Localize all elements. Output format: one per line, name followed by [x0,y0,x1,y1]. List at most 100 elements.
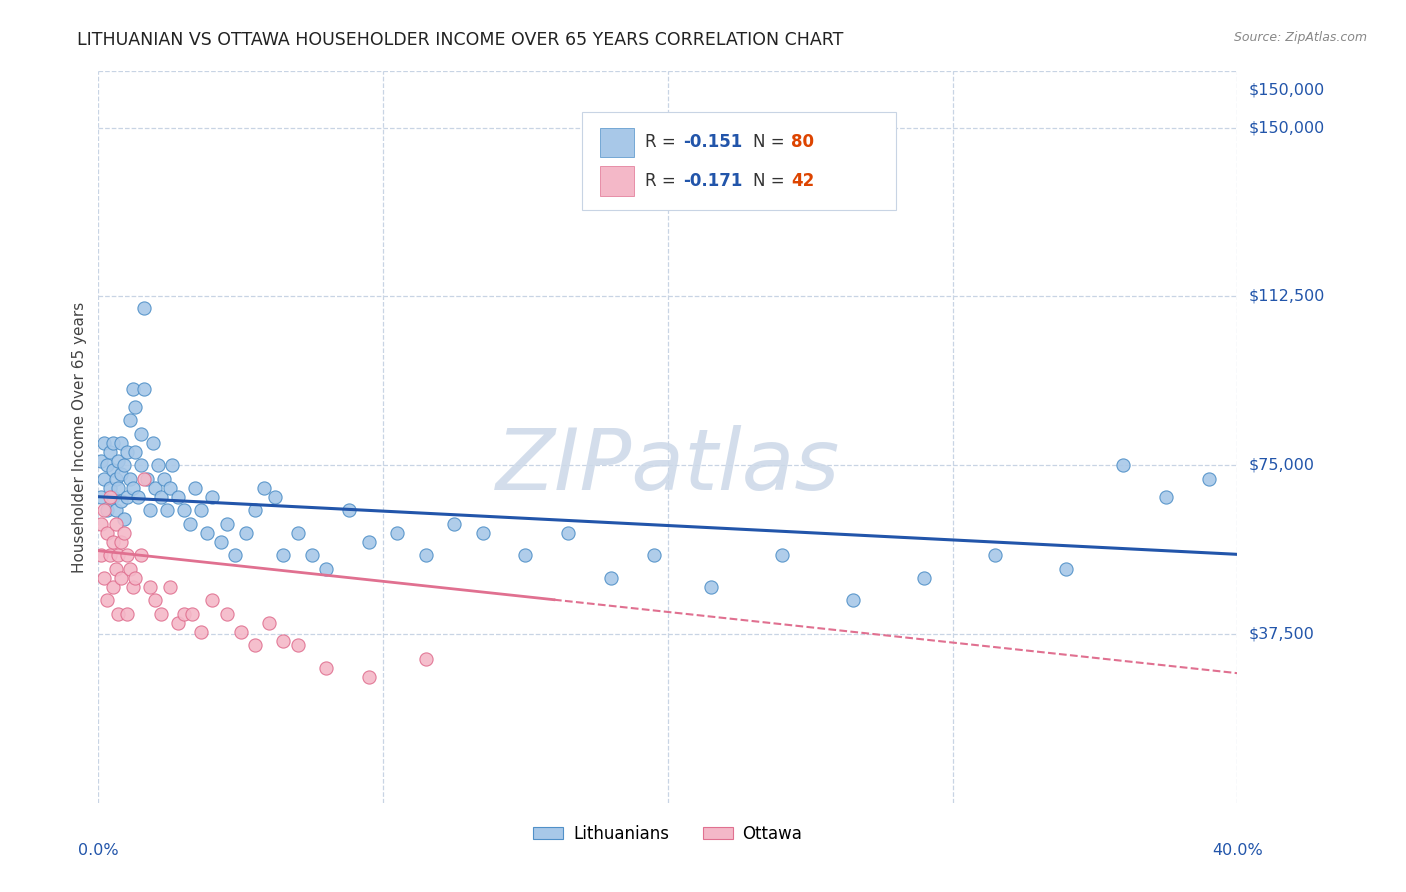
Text: 0.0%: 0.0% [79,843,118,858]
Point [107,453,129,467]
Text: -0.151: -0.151 [683,133,742,152]
FancyBboxPatch shape [599,128,634,157]
Point [699,580,721,594]
Point [101,463,124,477]
Point [90,516,112,531]
Point [115,548,138,562]
Point [98,490,121,504]
Point [770,548,793,562]
Point [243,638,266,652]
Point [443,516,465,531]
Point [96,525,118,540]
Point [104,562,127,576]
Legend: Lithuanians, Ottawa: Lithuanians, Ottawa [527,818,808,849]
Point [159,481,181,495]
Point [179,516,201,531]
Point [107,481,129,495]
Point [121,580,143,594]
Point [173,503,195,517]
Point [104,472,127,486]
Point [153,472,176,486]
FancyBboxPatch shape [582,112,896,211]
Point [912,571,935,585]
Point [287,638,309,652]
Point [643,548,665,562]
Point [104,516,127,531]
Point [387,525,409,540]
Point [112,458,135,473]
Point [110,467,132,482]
Text: $150,000: $150,000 [1249,120,1324,135]
Point [315,661,337,675]
Point [96,458,118,473]
Point [132,382,155,396]
Point [195,525,218,540]
Point [600,571,623,585]
Point [150,490,173,504]
Point [121,481,143,495]
Point [235,525,257,540]
Point [112,525,135,540]
Text: N =: N = [754,133,790,152]
Point [93,435,115,450]
Point [93,472,115,486]
Y-axis label: Householder Income Over 65 years: Householder Income Over 65 years [72,301,87,573]
Point [190,503,212,517]
Point [252,481,274,495]
Point [273,548,295,562]
Point [243,503,266,517]
Point [98,444,121,458]
Text: $150,000: $150,000 [1249,82,1324,97]
Point [145,481,167,495]
Point [98,481,121,495]
Text: 42: 42 [790,172,814,190]
Point [129,426,152,441]
Point [357,670,380,684]
Point [190,624,212,639]
Point [287,525,309,540]
Point [209,534,232,549]
Point [224,548,246,562]
Point [1154,490,1177,504]
Point [101,534,124,549]
Point [98,548,121,562]
Point [107,607,129,621]
Point [104,503,127,517]
Point [215,516,238,531]
Text: $112,500: $112,500 [1249,289,1324,304]
Point [107,548,129,562]
Text: R =: R = [645,172,681,190]
Point [842,593,865,607]
Point [124,400,146,414]
Point [90,453,112,467]
Point [110,571,132,585]
Point [96,593,118,607]
Text: R =: R = [645,133,681,152]
Point [167,490,190,504]
Point [110,435,132,450]
Point [357,534,380,549]
Point [118,562,141,576]
Point [201,490,224,504]
Point [264,490,287,504]
Point [301,548,323,562]
Point [90,548,112,562]
Point [132,472,155,486]
Point [173,607,195,621]
Text: 80: 80 [790,133,814,152]
Point [229,624,252,639]
Point [167,615,190,630]
Point [129,458,152,473]
Point [96,503,118,517]
Text: $75,000: $75,000 [1249,458,1315,473]
Point [138,503,160,517]
Point [141,435,163,450]
Point [90,490,112,504]
Point [110,494,132,508]
Point [148,458,170,473]
Point [138,580,160,594]
Point [135,472,157,486]
Point [121,382,143,396]
Point [415,652,437,666]
Point [471,525,494,540]
